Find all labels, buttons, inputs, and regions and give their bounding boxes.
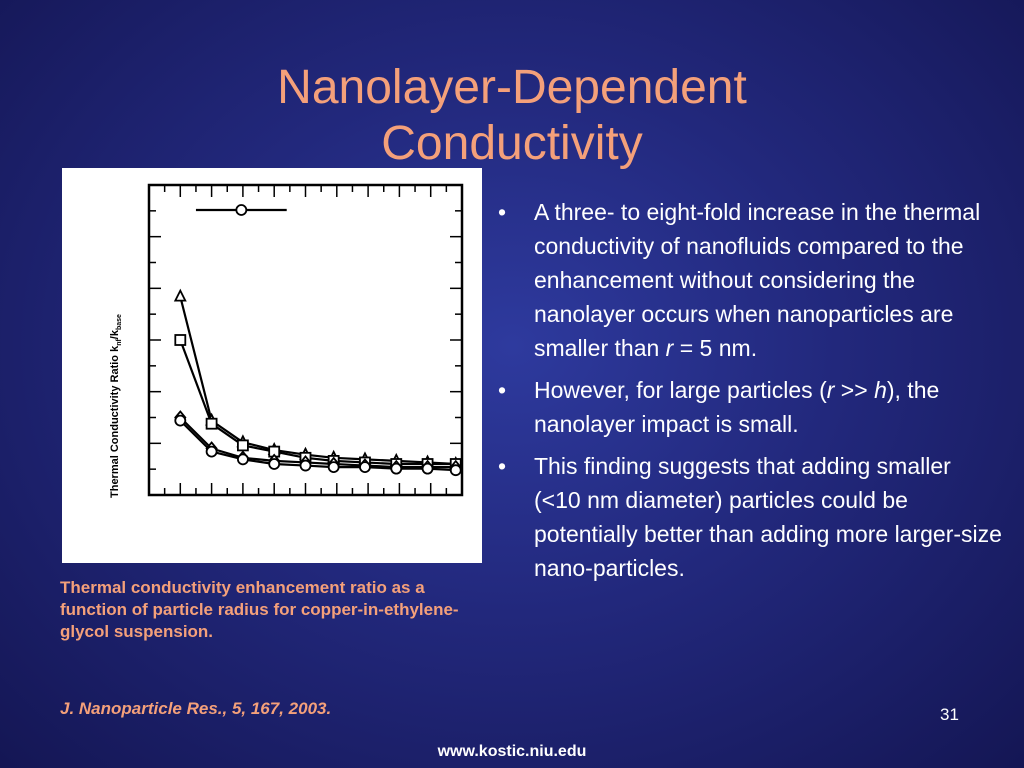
data-point-circle	[421, 462, 434, 475]
bullet-text: r	[665, 335, 674, 361]
chart-y-axis-label: Thermal Conductivity Ratio knf/kbase	[109, 314, 123, 498]
bullet-item: • A three- to eight-fold increase in the …	[492, 195, 1002, 365]
series-line-square	[179, 339, 456, 466]
bullet-icon: •	[498, 377, 507, 403]
data-point-circle	[205, 445, 218, 458]
bullet-text: This finding suggests that adding smalle…	[534, 453, 1002, 581]
data-point-circle	[236, 453, 249, 466]
data-point-square	[174, 334, 187, 346]
chart-ticks	[148, 184, 463, 496]
data-point-circle	[174, 414, 187, 427]
data-point-circle	[390, 462, 403, 475]
data-point-circle	[235, 204, 248, 216]
series-line-diamond	[179, 416, 456, 469]
data-point-triangle	[173, 288, 187, 302]
slide-title: Nanolayer-Dependent Conductivity	[0, 60, 1024, 172]
series-line-triangle	[179, 296, 456, 466]
bullet-list: • A three- to eight-fold increase in the …	[492, 195, 1002, 593]
bullet-text: = 5 nm.	[673, 335, 758, 361]
bullet-icon: •	[498, 453, 507, 479]
figure-panel: Thermal Conductivity Ratio knf/kbase	[62, 168, 482, 563]
data-point-square	[205, 417, 218, 430]
bullet-text: h	[874, 377, 887, 403]
bullet-icon: •	[498, 199, 507, 225]
chart-series	[173, 288, 463, 477]
slide-title-line2: Conductivity	[381, 117, 643, 171]
data-point-square	[236, 439, 249, 452]
data-point-circle	[449, 464, 462, 477]
footer-url[interactable]: www.kostic.niu.edu	[437, 743, 587, 760]
bullet-text: >>	[834, 377, 875, 403]
figure-citation: J. Nanoparticle Res., 5, 167, 2003.	[60, 699, 332, 718]
bullet-text: r	[826, 377, 835, 403]
data-point-circle	[299, 459, 312, 472]
bullet-item: • This finding suggests that adding small…	[492, 449, 1002, 585]
figure-caption: Thermal conductivity enhancement ratio a…	[60, 578, 459, 641]
data-point-circle	[327, 461, 340, 474]
bullet-text: However, for large particles (	[534, 377, 827, 403]
bullet-text: ), the nanolayer impact is small.	[534, 377, 940, 437]
chart: Thermal Conductivity Ratio knf/kbase	[109, 183, 464, 498]
series-line-circle	[179, 419, 456, 472]
slide-title-line1: Nanolayer-Dependent	[277, 61, 747, 115]
data-point-circle	[268, 458, 281, 470]
chart-legend	[195, 204, 287, 216]
page-number: 31	[940, 705, 959, 724]
data-point-circle	[359, 461, 371, 474]
bullet-text: A three- to eight-fold increase in the t…	[534, 199, 981, 361]
bullet-item: • However, for large particles (r >> h), …	[492, 373, 1002, 441]
